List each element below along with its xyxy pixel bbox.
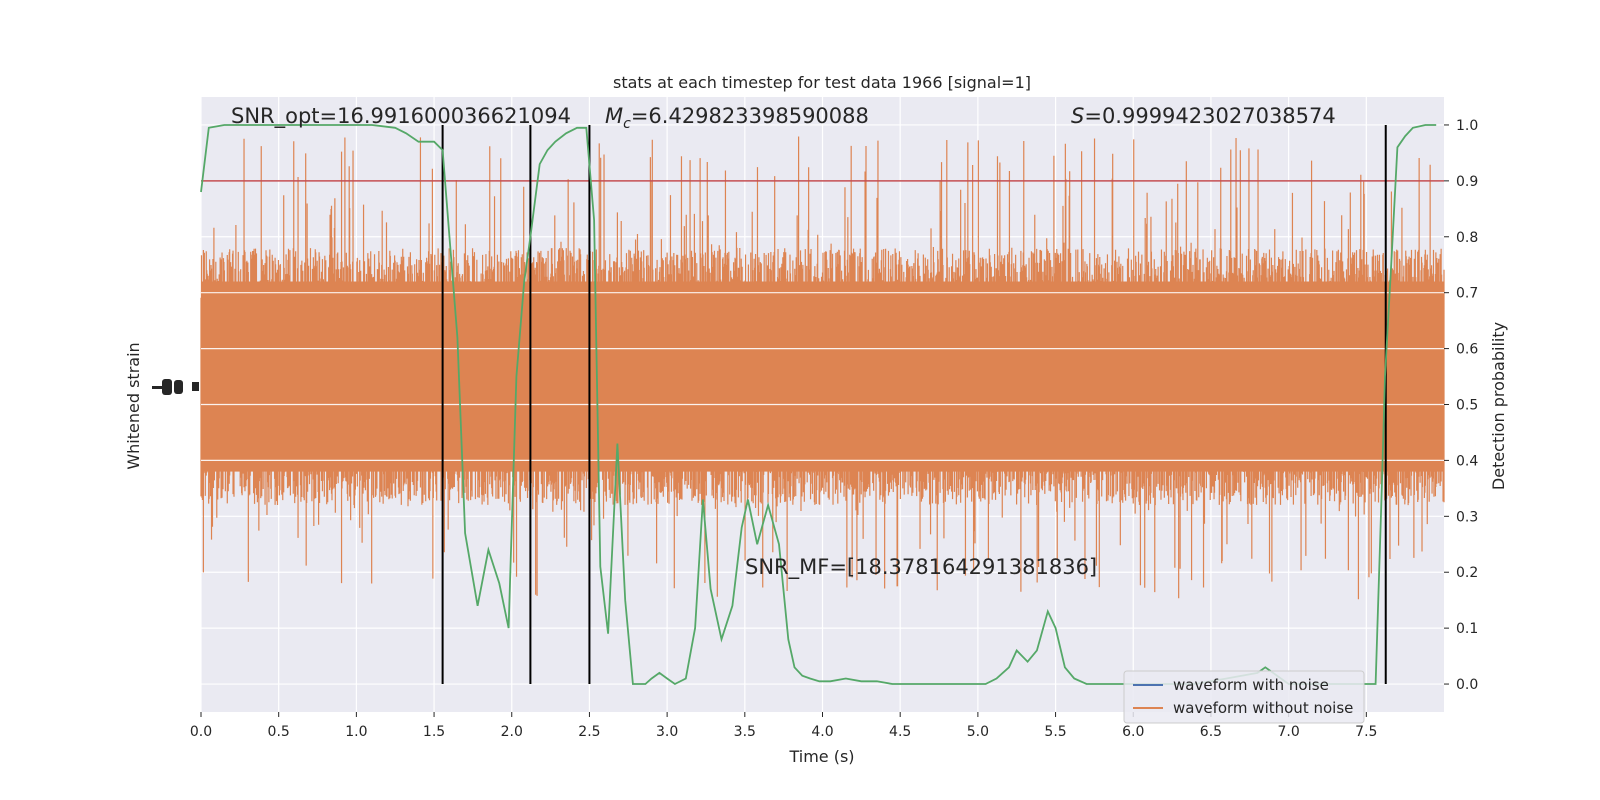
- legend: waveform with noise waveform without noi…: [1123, 670, 1365, 724]
- x-tick-label: 7.0: [1277, 724, 1299, 740]
- x-tick-label: 2.0: [501, 724, 523, 740]
- y-tick-label: 0.6: [1456, 342, 1478, 358]
- x-tick-label: 2.5: [578, 724, 600, 740]
- y-tick-label: 0.8: [1456, 230, 1478, 246]
- y-tick-label: 0.3: [1456, 509, 1478, 525]
- annotation-snr-opt: SNR_opt=16.991600036621094: [231, 104, 571, 129]
- annotation-s-statistic: S=0.9999423027038574: [1071, 104, 1336, 128]
- x-tick-label: 6.5: [1200, 724, 1222, 740]
- y-tick-label: 0.4: [1456, 453, 1478, 469]
- x-tick-label: 1.0: [345, 724, 367, 740]
- x-tick-label: 6.0: [1122, 724, 1144, 740]
- legend-label-with-noise: waveform with noise: [1173, 676, 1329, 694]
- y-tick-label: 1.0: [1456, 118, 1478, 134]
- x-tick-label: 1.5: [423, 724, 445, 740]
- y-axis-label-left: Whitened strain: [124, 342, 143, 469]
- event-lines: [441, 124, 1387, 685]
- y-axis-label-right: Detection probability: [1489, 322, 1508, 490]
- legend-label-without-noise: waveform without noise: [1173, 699, 1353, 717]
- y-tick-label: 0.1: [1456, 621, 1478, 637]
- chart-title: stats at each timestep for test data 196…: [613, 73, 1031, 92]
- left-axis-tick-artifacts: [152, 379, 199, 395]
- x-tick-label: 5.5: [1044, 724, 1066, 740]
- x-tick-label: 0.5: [268, 724, 290, 740]
- x-tick-label: 4.5: [889, 724, 911, 740]
- y-tick-label: 0.2: [1456, 565, 1478, 581]
- noise-core: [201, 281, 1444, 472]
- x-axis-label: Time (s): [788, 747, 854, 766]
- y-axis-ticks: 0.0 0.1 0.2 0.3 0.4 0.5 0.6 0.7 0.8 0.9 1.0: [1444, 118, 1478, 693]
- y-tick-label: 0.9: [1456, 174, 1478, 190]
- x-tick-label: 5.0: [967, 724, 989, 740]
- x-axis-ticks: 0.0 0.5 1.0 1.5 2.0 2.5 3.0 3.5 4.0 4.5 5.0 5.5 6.0 6…: [190, 712, 1377, 740]
- x-tick-label: 3.5: [734, 724, 756, 740]
- y-tick-label: 0.0: [1456, 677, 1478, 693]
- y-tick-label: 0.7: [1456, 286, 1478, 302]
- annotation-chirp-mass: Mc=6.429823398590088: [605, 104, 869, 132]
- x-tick-label: 7.5: [1355, 724, 1377, 740]
- x-tick-label: 3.0: [656, 724, 678, 740]
- legend-box: [1123, 670, 1365, 724]
- noise-waveform: [200, 136, 1445, 600]
- x-tick-label: 0.0: [190, 724, 212, 740]
- x-tick-label: 4.0: [811, 724, 833, 740]
- y-tick-label: 0.5: [1456, 398, 1478, 414]
- annotation-snr-mf: SNR_MF=[18.378164291381836]: [745, 555, 1097, 580]
